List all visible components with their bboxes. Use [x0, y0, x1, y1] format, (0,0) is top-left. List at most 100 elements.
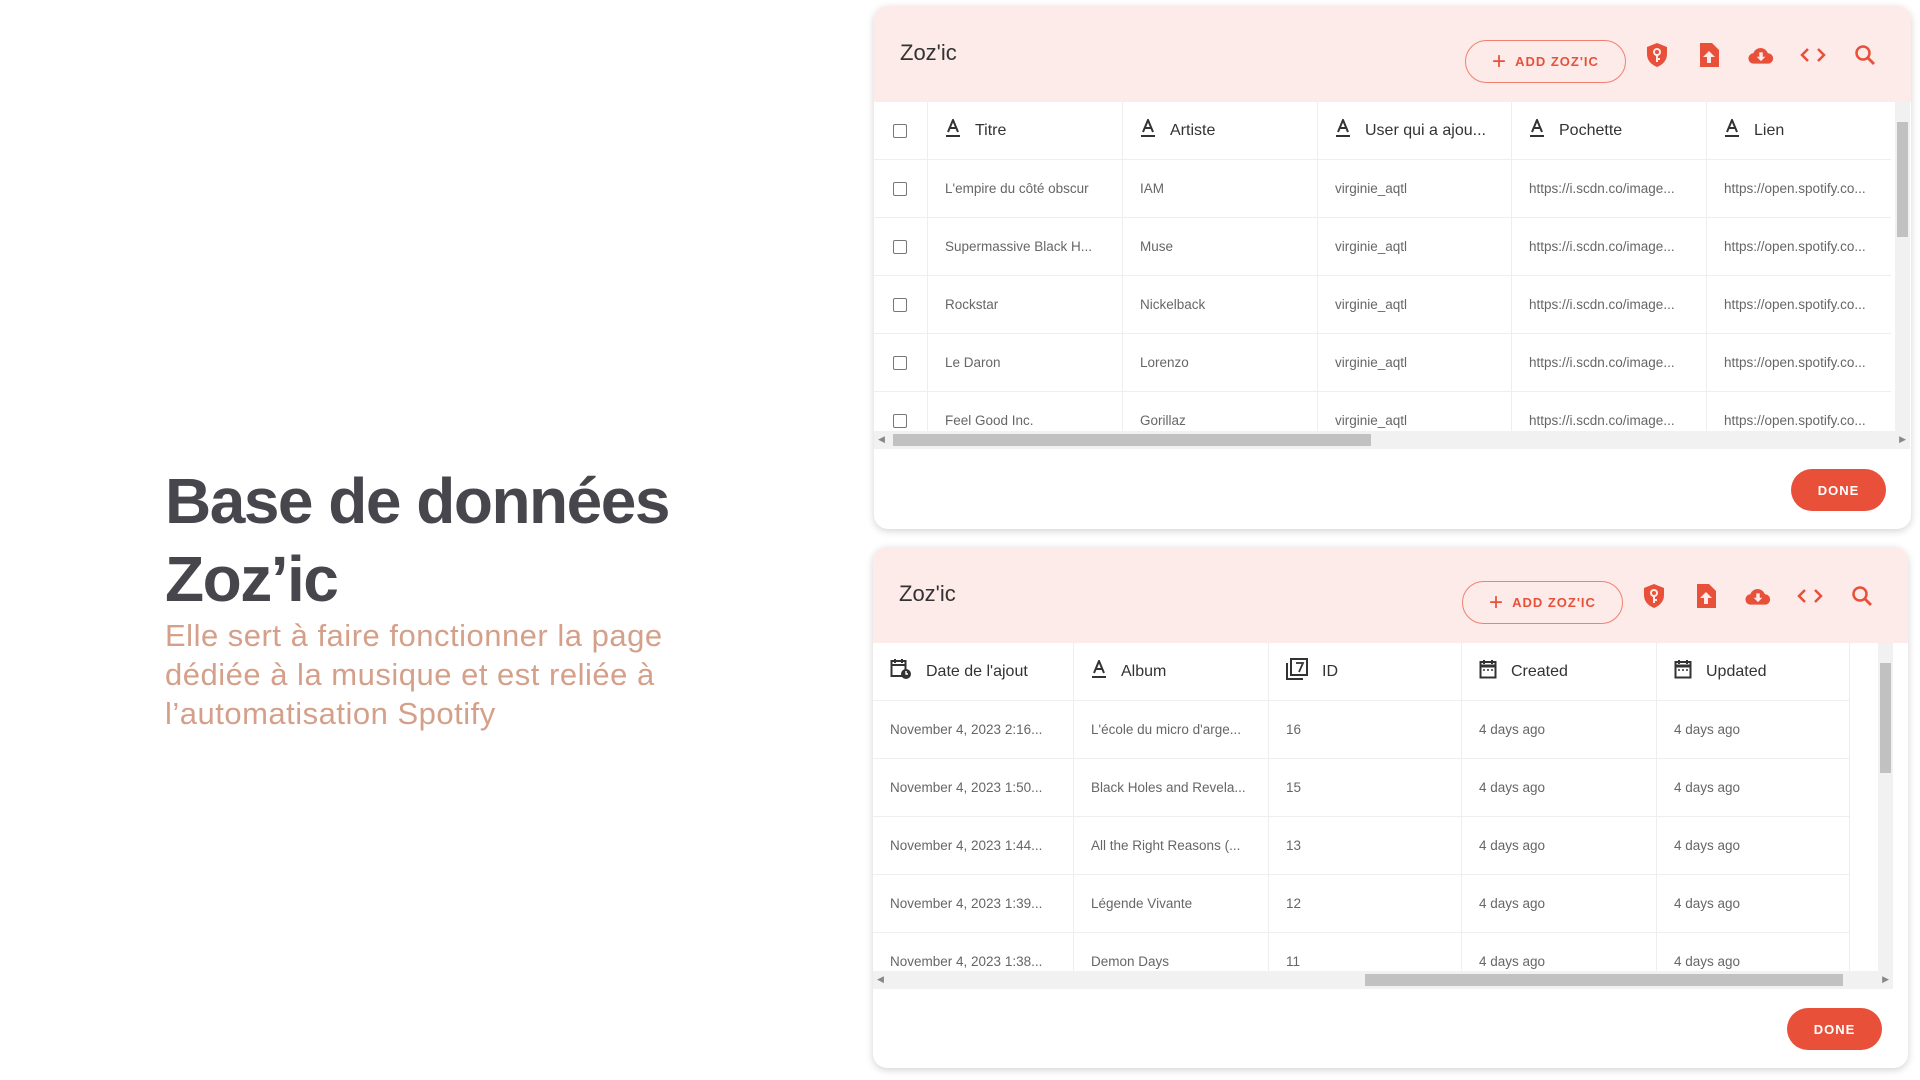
- column-header-label: ID: [1322, 662, 1338, 680]
- row-checkbox[interactable]: [893, 413, 907, 428]
- table-header-row: Date de l'ajout Album ID Created Updated: [873, 643, 1850, 701]
- table-cell: https://i.scdn.co/image...: [1512, 160, 1707, 217]
- shield-key-icon[interactable]: [1641, 583, 1667, 609]
- table-cell: https://open.spotify.co...: [1707, 160, 1891, 217]
- checkbox-cell: [874, 334, 928, 391]
- row-checkbox[interactable]: [893, 181, 907, 196]
- table-cell: 12: [1269, 875, 1462, 932]
- table-cell: virginie_aqtl: [1318, 392, 1512, 431]
- table-cell: November 4, 2023 2:16...: [873, 701, 1074, 758]
- scroll-right-arrow[interactable]: ▶: [1899, 434, 1906, 444]
- horizontal-scrollbar[interactable]: ◀ ▶: [874, 431, 1910, 449]
- table-row: Feel Good Inc. Gorillaz virginie_aqtl https…: [874, 392, 1891, 431]
- table-row: L'empire du côté obscur IAM virginie_aqtl h…: [874, 160, 1891, 218]
- table-row: November 4, 2023 1:50... Black Holes and …: [873, 759, 1850, 817]
- cloud-download-icon[interactable]: [1748, 42, 1774, 68]
- vertical-scrollbar[interactable]: [1878, 643, 1893, 971]
- page-title: Base de données Zoz’ic: [165, 462, 670, 618]
- panel-header: Zoz'ic + ADD ZOZ'IC: [873, 547, 1908, 643]
- cloud-download-icon[interactable]: [1745, 583, 1771, 609]
- search-icon[interactable]: [1852, 42, 1878, 68]
- table-row: Supermassive Black H... Muse virginie_aqtl…: [874, 218, 1891, 276]
- table-cell: Légende Vivante: [1074, 875, 1269, 932]
- table-cell: L'école du micro d'arge...: [1074, 701, 1269, 758]
- table-cell: 15: [1269, 759, 1462, 816]
- horizontal-scroll-thumb[interactable]: [893, 434, 1371, 446]
- file-upload-icon[interactable]: [1693, 583, 1719, 609]
- page-description: Elle sert à faire fonctionner la page dé…: [165, 618, 663, 731]
- add-record-label: ADD ZOZ'IC: [1515, 54, 1599, 69]
- table-cell: 4 days ago: [1462, 817, 1657, 874]
- table-cell: Le Daron: [928, 334, 1123, 391]
- checkbox-cell: [874, 392, 928, 431]
- table-row: Le Daron Lorenzo virginie_aqtl https://i.sc…: [874, 334, 1891, 392]
- vertical-scroll-thumb[interactable]: [1897, 122, 1908, 237]
- done-button[interactable]: DONE: [1791, 469, 1886, 511]
- table-cell: virginie_aqtl: [1318, 276, 1512, 333]
- column-header[interactable]: Updated: [1657, 643, 1850, 700]
- table-cell: November 4, 2023 1:50...: [873, 759, 1074, 816]
- table-row: Rockstar Nickelback virginie_aqtl https://i…: [874, 276, 1891, 334]
- table-cell: 11: [1269, 933, 1462, 971]
- column-header[interactable]: Date de l'ajout: [873, 643, 1074, 700]
- text-icon: [1091, 658, 1107, 683]
- vertical-scroll-thumb[interactable]: [1880, 663, 1891, 773]
- table-row: November 4, 2023 1:39... Légende Vivante 1…: [873, 875, 1850, 933]
- done-button[interactable]: DONE: [1787, 1008, 1882, 1050]
- table-row: November 4, 2023 1:44... All the Right Re…: [873, 817, 1850, 875]
- table-cell: November 4, 2023 1:39...: [873, 875, 1074, 932]
- column-header-label: Created: [1511, 662, 1568, 680]
- scroll-left-arrow[interactable]: ◀: [878, 434, 885, 444]
- text-icon: [1335, 117, 1351, 142]
- horizontal-scrollbar[interactable]: ◀ ▶: [873, 971, 1893, 989]
- scroll-right-arrow[interactable]: ▶: [1882, 974, 1889, 984]
- column-header-label: Artiste: [1170, 121, 1216, 139]
- table-cell: Lorenzo: [1123, 334, 1318, 391]
- panel-header: Zoz'ic + ADD ZOZ'IC: [874, 6, 1911, 102]
- table-cell: https://open.spotify.co...: [1707, 334, 1891, 391]
- table-cell: 4 days ago: [1657, 701, 1850, 758]
- scroll-left-arrow[interactable]: ◀: [877, 974, 884, 984]
- table-cell: November 4, 2023 1:38...: [873, 933, 1074, 971]
- code-icon[interactable]: [1800, 42, 1826, 68]
- column-header[interactable]: Pochette: [1512, 102, 1707, 159]
- select-all-checkbox[interactable]: [893, 123, 907, 138]
- table-cell: Feel Good Inc.: [928, 392, 1123, 431]
- table-cell: https://i.scdn.co/image...: [1512, 334, 1707, 391]
- column-header[interactable]: User qui a ajou...: [1318, 102, 1512, 159]
- table-cell: Demon Days: [1074, 933, 1269, 971]
- table-cell: virginie_aqtl: [1318, 218, 1512, 275]
- column-header[interactable]: Artiste: [1123, 102, 1318, 159]
- table-cell: 4 days ago: [1462, 933, 1657, 971]
- table-cell: All the Right Reasons (...: [1074, 817, 1269, 874]
- shield-key-icon[interactable]: [1644, 42, 1670, 68]
- file-upload-icon[interactable]: [1696, 42, 1722, 68]
- column-header[interactable]: Titre: [928, 102, 1123, 159]
- add-record-button[interactable]: + ADD ZOZ'IC: [1465, 40, 1626, 83]
- column-header-label: Album: [1121, 662, 1167, 680]
- panel-title: Zoz'ic: [900, 40, 957, 65]
- row-checkbox[interactable]: [893, 355, 907, 370]
- table-cell: November 4, 2023 1:44...: [873, 817, 1074, 874]
- column-header[interactable]: ID: [1269, 643, 1462, 700]
- table-cell: Muse: [1123, 218, 1318, 275]
- vertical-scrollbar[interactable]: [1895, 102, 1910, 431]
- row-checkbox[interactable]: [893, 297, 907, 312]
- table-cell: https://i.scdn.co/image...: [1512, 218, 1707, 275]
- column-header-label: Titre: [975, 121, 1007, 139]
- table-cell: https://open.spotify.co...: [1707, 276, 1891, 333]
- search-icon[interactable]: [1849, 583, 1875, 609]
- horizontal-scroll-thumb[interactable]: [1365, 974, 1843, 986]
- plus-icon: +: [1489, 588, 1505, 616]
- row-checkbox[interactable]: [893, 239, 907, 254]
- add-record-button[interactable]: + ADD ZOZ'IC: [1462, 581, 1623, 624]
- calendar-icon: [1479, 659, 1497, 684]
- table-cell: L'empire du côté obscur: [928, 160, 1123, 217]
- checkbox-cell: [874, 160, 928, 217]
- column-header[interactable]: Lien: [1707, 102, 1891, 159]
- code-icon[interactable]: [1797, 583, 1823, 609]
- text-icon: [945, 117, 961, 142]
- title-line-1: Base de données: [165, 465, 670, 537]
- column-header[interactable]: Album: [1074, 643, 1269, 700]
- column-header[interactable]: Created: [1462, 643, 1657, 700]
